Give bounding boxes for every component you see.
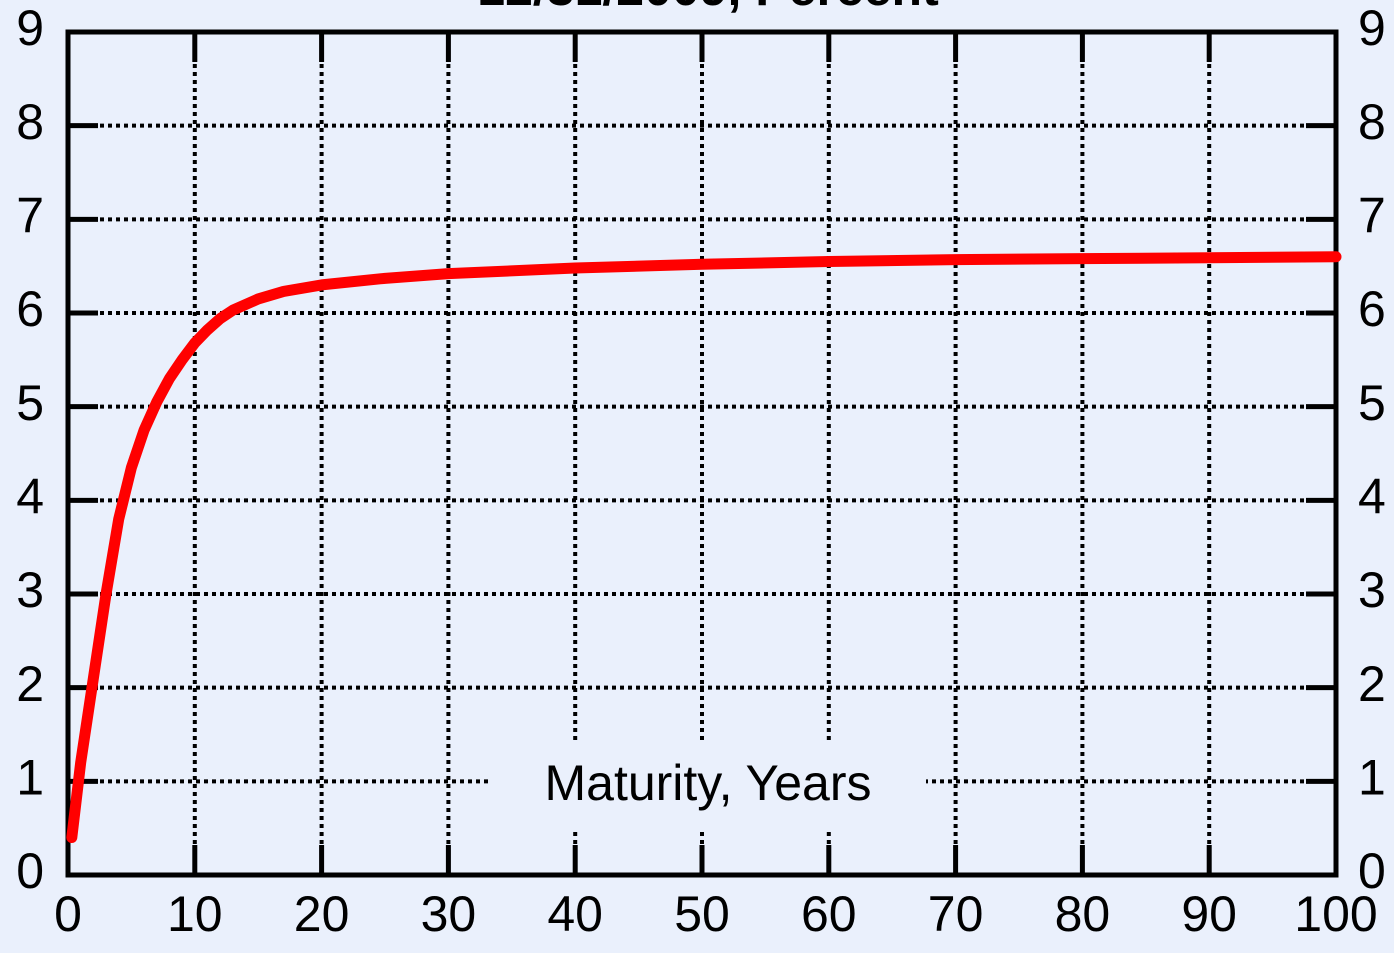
y-tick-label: 3 bbox=[16, 562, 44, 618]
x-tick-label: 70 bbox=[928, 886, 984, 942]
x-tick-label: 20 bbox=[294, 886, 350, 942]
y2-tick-label: 1 bbox=[1358, 750, 1386, 806]
plot-frame bbox=[65, 29, 1339, 878]
y-tick-label: 1 bbox=[16, 750, 44, 806]
y2-tick-label: 0 bbox=[1358, 843, 1386, 899]
x-tick-label: 60 bbox=[801, 886, 857, 942]
y2-tick-label: 2 bbox=[1358, 656, 1386, 712]
y2-tick-label: 5 bbox=[1358, 375, 1386, 431]
y-tick-label: 0 bbox=[16, 843, 44, 899]
y-tick-label: 5 bbox=[16, 375, 44, 431]
y2-tick-label: 8 bbox=[1358, 94, 1386, 150]
x-tick-label: 50 bbox=[674, 886, 730, 942]
y2-tick-label: 3 bbox=[1358, 562, 1386, 618]
y-tick-label: 7 bbox=[16, 188, 44, 244]
x-tick-label: 100 bbox=[1294, 886, 1377, 942]
y2-tick-label: 4 bbox=[1358, 469, 1386, 525]
x-tick-label: 10 bbox=[167, 886, 223, 942]
y2-tick-label: 7 bbox=[1358, 188, 1386, 244]
x-tick-label: 80 bbox=[1055, 886, 1111, 942]
x-label-box bbox=[490, 740, 926, 832]
x-tick-label: 90 bbox=[1181, 886, 1237, 942]
y2-tick-label: 6 bbox=[1358, 281, 1386, 337]
chart-title: 12/31/2009, Percent bbox=[477, 0, 939, 16]
y-tick-label: 9 bbox=[16, 0, 44, 56]
y-tick-label: 4 bbox=[16, 469, 44, 525]
y2-tick-label: 9 bbox=[1358, 0, 1386, 56]
x-tick-label: 30 bbox=[421, 886, 477, 942]
y-tick-label: 6 bbox=[16, 281, 44, 337]
line-series bbox=[66, 251, 1342, 844]
x-axis-label: Maturity, Years bbox=[544, 755, 871, 811]
x-tick-label: 0 bbox=[54, 886, 82, 942]
x-tick-label: 40 bbox=[547, 886, 603, 942]
y-tick-label: 2 bbox=[16, 656, 44, 712]
y-tick-label: 8 bbox=[16, 94, 44, 150]
